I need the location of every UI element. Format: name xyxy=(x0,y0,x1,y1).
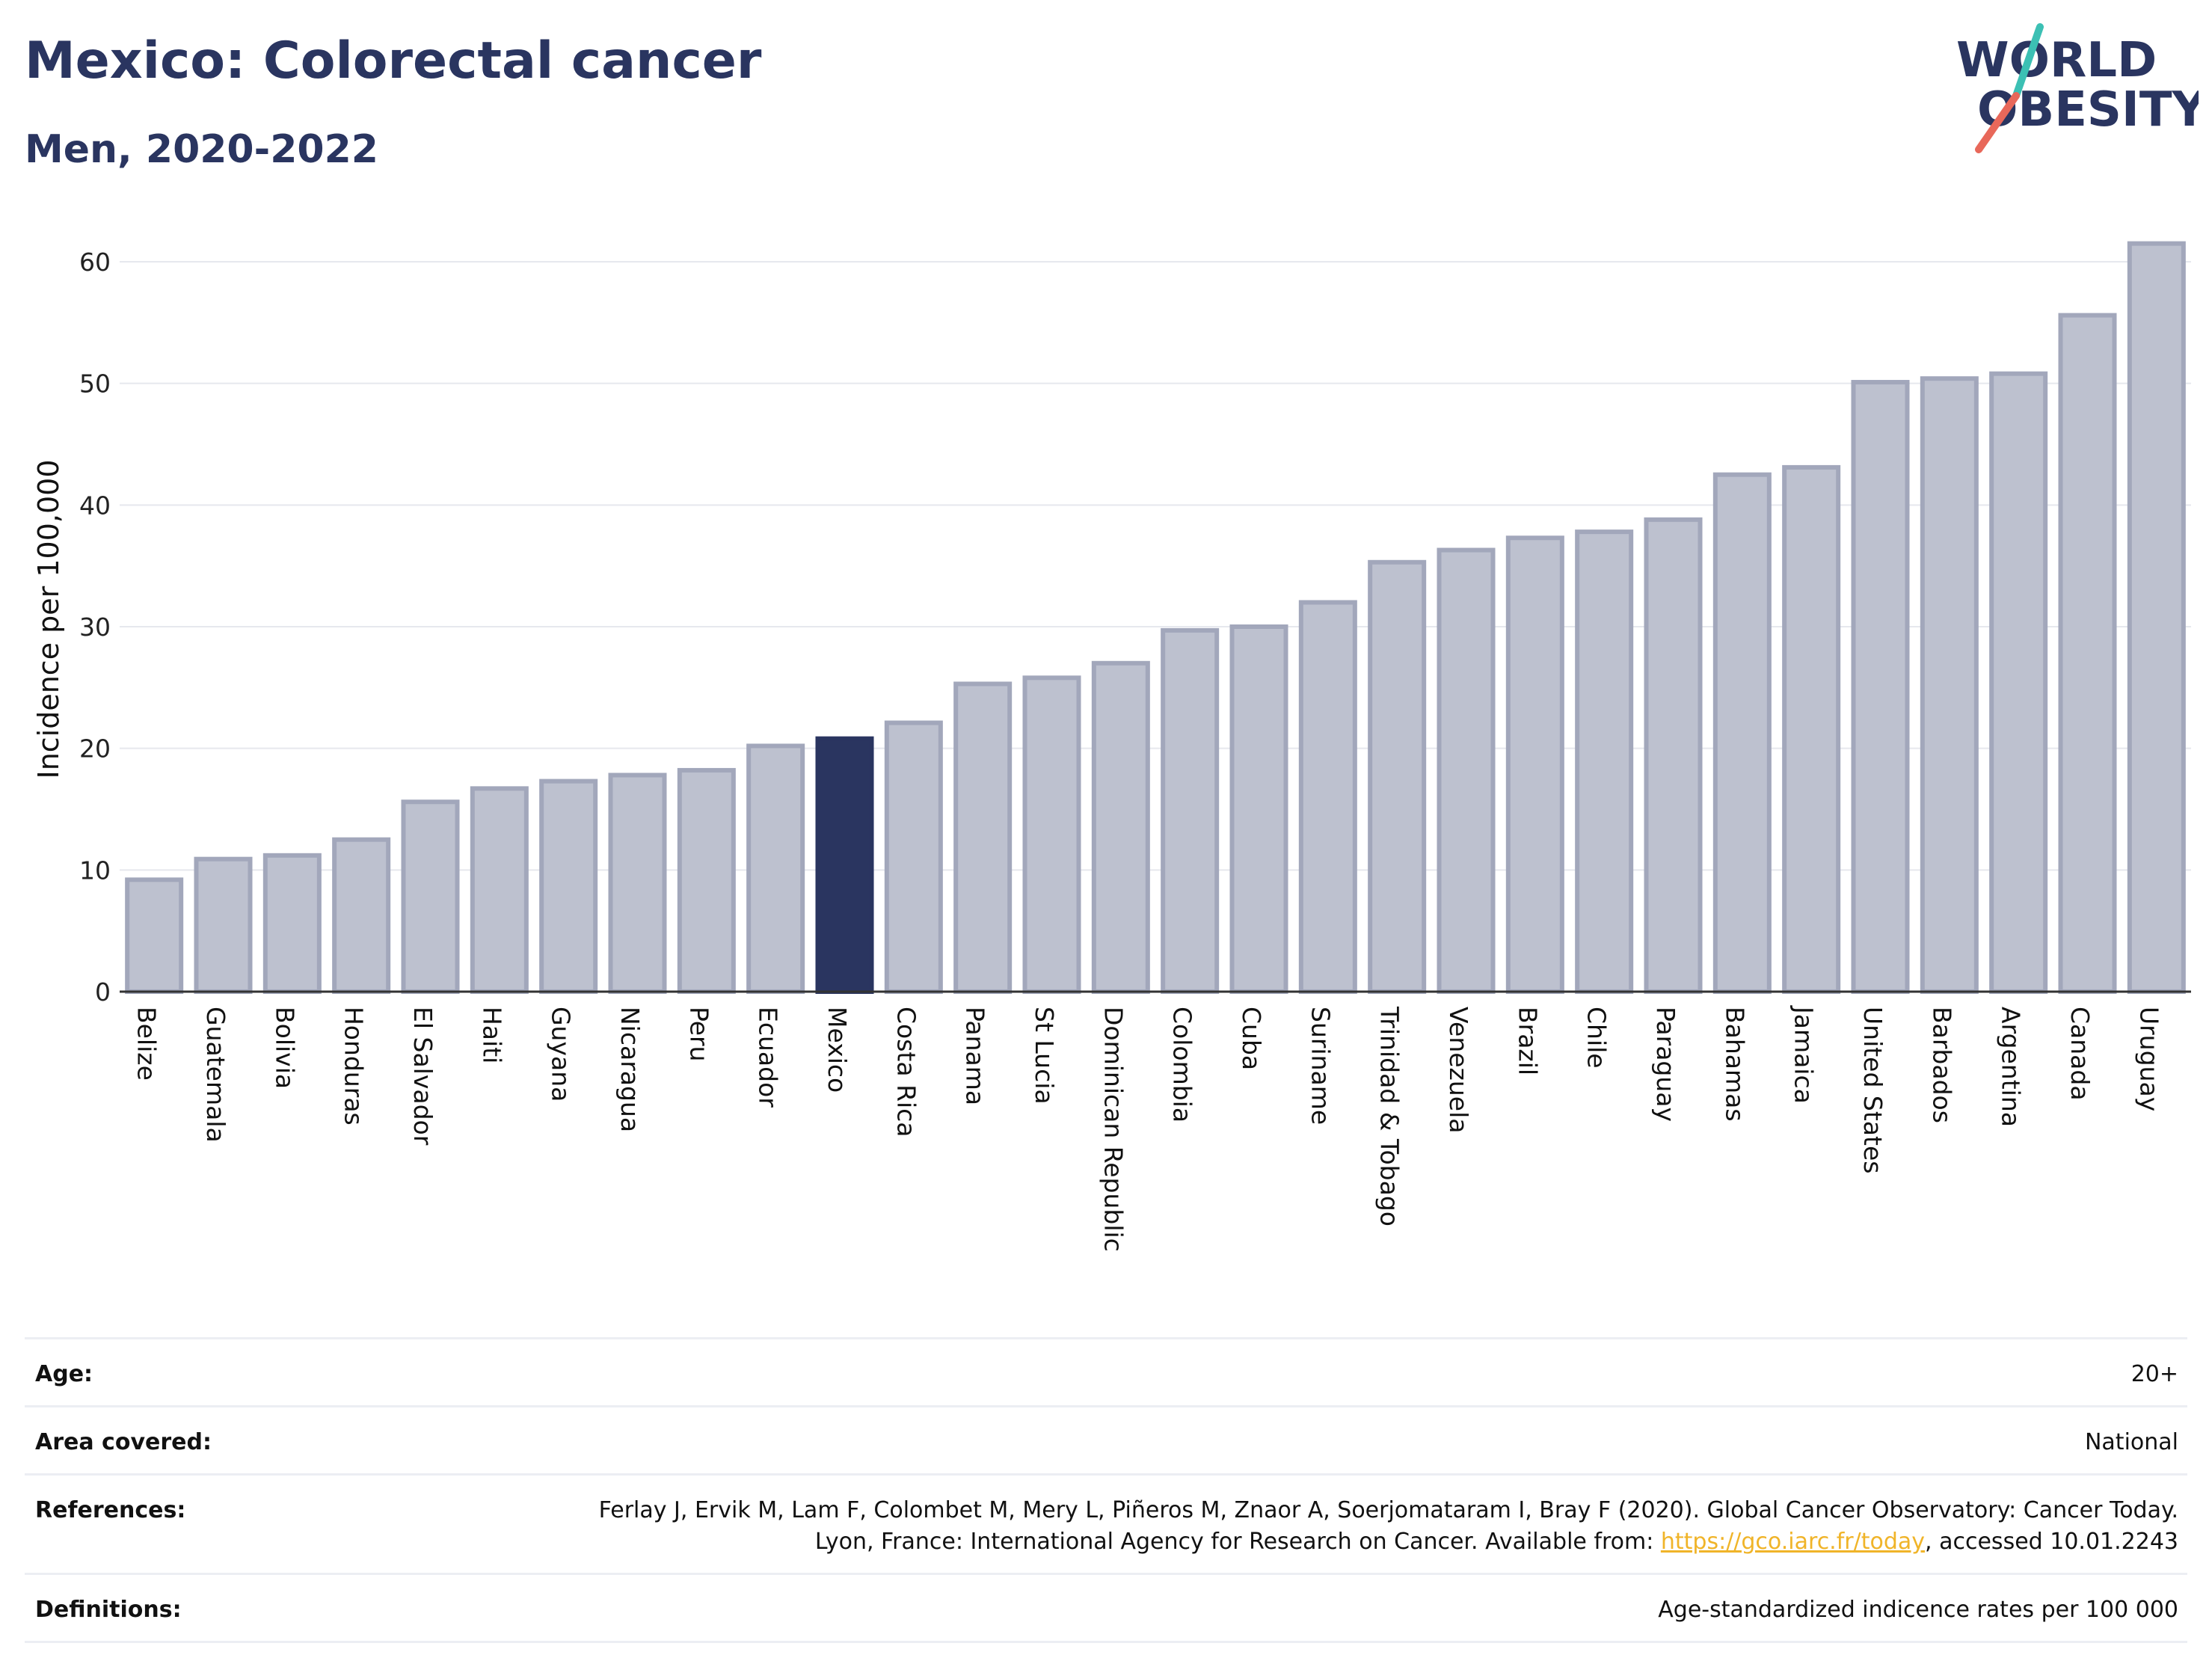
bar-paraguay xyxy=(1644,517,1703,994)
x-tick-label: Cuba xyxy=(1237,1007,1266,1070)
x-tick-label: Uruguay xyxy=(2134,1007,2163,1111)
x-tick-label: Jamaica xyxy=(1789,1005,1819,1104)
bar-colombia xyxy=(1161,627,1220,994)
chart-subtitle: Men, 2020-2022 xyxy=(25,127,378,172)
world-obesity-logo: WORLD OBESITY xyxy=(1956,23,2199,153)
bar-panama xyxy=(953,681,1013,994)
y-tick-label: 0 xyxy=(95,977,111,1007)
meta-references-value: Ferlay J, Ervik M, Lam F, Colombet M, Me… xyxy=(563,1495,2178,1558)
meta-row-area: Area covered: National xyxy=(25,1405,2187,1473)
bar-jamaica xyxy=(1782,464,1841,994)
x-tick-label: Bahamas xyxy=(1720,1007,1749,1122)
y-axis-title: Incidence per 100,000 xyxy=(32,459,65,779)
bar-bahamas xyxy=(1712,472,1772,994)
bar-barbados xyxy=(1920,376,1979,995)
meta-area-value: National xyxy=(2084,1429,2178,1455)
x-tick-label: Guatemala xyxy=(201,1007,230,1143)
x-tick-label: Mexico xyxy=(823,1007,852,1093)
gridlines xyxy=(120,261,2191,871)
bar-belize xyxy=(125,877,184,995)
meta-age-value: 20+ xyxy=(2130,1361,2178,1387)
meta-row-definitions: Definitions: Age-standardized indicence … xyxy=(25,1573,2187,1643)
bar-nicaragua xyxy=(608,773,667,995)
bar-brazil xyxy=(1505,535,1564,994)
x-tick-label: Nicaragua xyxy=(615,1007,645,1132)
x-tick-label: Haiti xyxy=(477,1007,506,1063)
bar-venezuela xyxy=(1437,547,1496,994)
x-tick-label: Suriname xyxy=(1306,1007,1335,1125)
logo-slash-bottom xyxy=(1975,92,2020,153)
x-tick-label: Chile xyxy=(1582,1007,1612,1069)
x-tick-label: Peru xyxy=(684,1007,713,1062)
y-tick-label: 50 xyxy=(79,369,111,399)
bar-ecuador xyxy=(746,743,805,994)
bar-el-salvador xyxy=(401,799,460,994)
x-tick-label: Venezuela xyxy=(1444,1007,1473,1133)
chart-title: Mexico: Colorectal cancer xyxy=(25,31,762,90)
x-tick-label: Canada xyxy=(2065,1007,2095,1101)
bar-guyana xyxy=(539,779,598,994)
meta-row-age: Age: 20+ xyxy=(25,1337,2187,1405)
y-tick-label: 60 xyxy=(79,248,111,277)
bar-guatemala xyxy=(194,856,253,995)
bar-chile xyxy=(1575,529,1634,994)
x-tick-label: Trinidad & Tobago xyxy=(1375,1006,1404,1226)
x-tick-label: Paraguay xyxy=(1651,1007,1680,1122)
bar-chart: 0 10 20 30 40 50 60 Belize Guatemala Bolivia Hond… xyxy=(32,241,2191,1252)
y-tick-label: 30 xyxy=(79,612,111,642)
meta-area-label: Area covered: xyxy=(35,1429,212,1455)
bar-mexico xyxy=(815,736,874,994)
bar-canada xyxy=(2058,313,2117,995)
bars xyxy=(125,241,2186,995)
meta-references-label: References: xyxy=(35,1497,186,1523)
meta-age-label: Age: xyxy=(35,1361,93,1387)
bar-united-states xyxy=(1851,380,1910,995)
bar-bolivia xyxy=(262,853,322,995)
y-tick-label: 10 xyxy=(79,856,111,885)
metadata-table: Age: 20+ Area covered: National Referenc… xyxy=(25,1337,2187,1643)
x-tick-label: Honduras xyxy=(340,1007,369,1126)
x-tick-label: Barbados xyxy=(1927,1007,1956,1123)
bar-uruguay xyxy=(2127,241,2186,995)
y-tick-label: 20 xyxy=(79,734,111,764)
y-axis-ticks: 0 10 20 30 40 50 60 xyxy=(79,248,111,1007)
bar-trinidad-tobago xyxy=(1368,559,1427,994)
meta-definitions-value: Age-standardized indicence rates per 100… xyxy=(1658,1597,2178,1623)
x-tick-label: Brazil xyxy=(1513,1007,1542,1075)
bar-peru xyxy=(677,767,736,994)
logo-slash-top xyxy=(2012,23,2044,99)
x-tick-label: Guyana xyxy=(547,1007,576,1102)
meta-row-references: References: Ferlay J, Ervik M, Lam F, Co… xyxy=(25,1473,2187,1573)
bar-argentina xyxy=(1989,371,2048,994)
bar-suriname xyxy=(1298,600,1357,994)
x-axis-labels: Belize Guatemala Bolivia Honduras El Salvado… xyxy=(132,1005,2164,1252)
bar-honduras xyxy=(332,837,391,994)
reference-accessed: , accessed 10.01.2243 xyxy=(1925,1529,2178,1555)
reference-link[interactable]: https://gco.iarc.fr/today xyxy=(1660,1529,1926,1555)
x-tick-label: Bolivia xyxy=(270,1007,299,1089)
bar-dominican-republic xyxy=(1091,660,1150,994)
logo-line1: WORLD xyxy=(1956,33,2157,88)
x-tick-label: United States xyxy=(1858,1007,1887,1173)
x-tick-label: El Salvador xyxy=(408,1007,437,1146)
bar-costa-rica xyxy=(884,720,943,994)
x-tick-label: Colombia xyxy=(1168,1007,1197,1123)
x-tick-label: Panama xyxy=(961,1007,990,1105)
x-tick-label: St Lucia xyxy=(1030,1007,1059,1105)
bar-haiti xyxy=(470,786,529,994)
bar-st-lucia xyxy=(1022,675,1081,994)
y-tick-label: 40 xyxy=(79,491,111,520)
meta-definitions-label: Definitions: xyxy=(35,1597,182,1623)
bar-cuba xyxy=(1229,624,1288,994)
x-tick-label: Belize xyxy=(132,1007,162,1081)
x-tick-label: Costa Rica xyxy=(891,1007,921,1137)
x-tick-label: Argentina xyxy=(1997,1007,2026,1127)
x-tick-label: Dominican Republic xyxy=(1099,1007,1128,1252)
x-tick-label: Ecuador xyxy=(754,1007,783,1108)
reference-text: Ferlay J, Ervik M, Lam F, Colombet M, Me… xyxy=(598,1497,2178,1555)
